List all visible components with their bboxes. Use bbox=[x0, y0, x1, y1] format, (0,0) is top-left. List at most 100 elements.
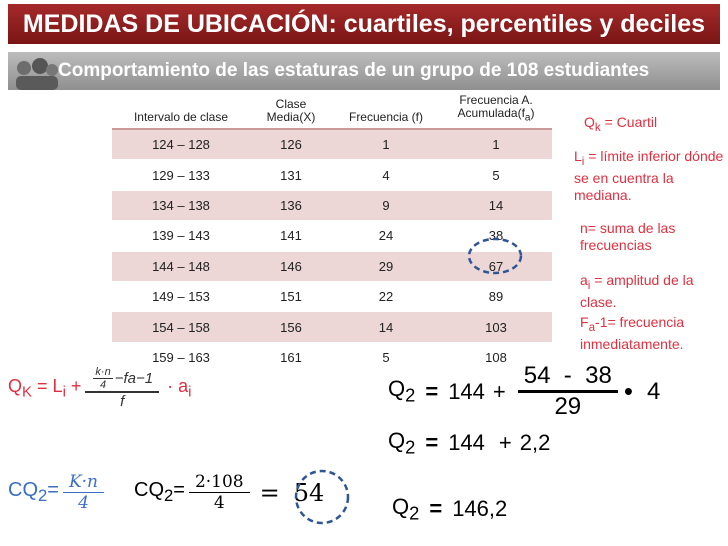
text: -1= frecuencia inmediatamente. bbox=[580, 314, 685, 352]
table-cell: 14 bbox=[332, 311, 440, 343]
numerator: 54 - 38 bbox=[517, 362, 618, 393]
frequency-table: Intervalo de clase Clase Media(X) Frecuenc… bbox=[112, 86, 552, 374]
lhs: Q2 bbox=[388, 428, 415, 458]
text: + bbox=[65, 375, 82, 396]
numerator: 2·108 bbox=[188, 472, 250, 493]
table-cell: 134 – 138 bbox=[112, 190, 250, 222]
text: Q bbox=[388, 428, 406, 453]
step-3: Q2 = 146,2 bbox=[392, 494, 507, 524]
formula-general: QK = Li + k·n 4 −fa−1 f · ai bbox=[8, 366, 191, 410]
table-cell: 1 bbox=[332, 129, 440, 161]
table-cell: 146 bbox=[250, 251, 332, 282]
table-cell: 161 bbox=[250, 342, 332, 374]
table-cell: 4 bbox=[332, 159, 440, 191]
equals: = bbox=[429, 496, 443, 522]
table-cell: 129 – 133 bbox=[112, 159, 250, 191]
text: Q bbox=[392, 494, 410, 519]
numerator: k·n 4 −fa−1 bbox=[85, 366, 160, 393]
base: 144 bbox=[448, 378, 485, 404]
result: 54 bbox=[293, 478, 325, 507]
factor: 4 bbox=[646, 377, 661, 405]
subtitle: Comportamiento de las estaturas de un gr… bbox=[8, 52, 720, 90]
table-cell: 29 bbox=[332, 251, 440, 282]
table-cell: 159 – 163 bbox=[112, 342, 250, 374]
subscript: i bbox=[62, 383, 66, 401]
table-cell: 149 – 153 bbox=[112, 281, 250, 313]
step-1: Q2 = 144 + 54 - 38 29 • 4 bbox=[388, 362, 660, 421]
text: · a bbox=[167, 375, 189, 396]
text: Clase Media(X) bbox=[266, 97, 316, 124]
text: ) bbox=[530, 105, 535, 120]
people-icon bbox=[16, 58, 58, 90]
plus: + bbox=[498, 430, 512, 456]
text: F bbox=[580, 314, 589, 330]
table-cell: 139 – 143 bbox=[112, 220, 250, 252]
column-header: Intervalo de clase bbox=[112, 86, 250, 130]
tail: · ai bbox=[167, 376, 191, 401]
note: Qk = Cuartil bbox=[584, 114, 728, 136]
fraction: 54 - 38 29 bbox=[517, 362, 618, 421]
table-cell: 14 bbox=[440, 190, 552, 222]
subscript: 2 bbox=[164, 486, 174, 505]
table-row: 134 – 138 136 9 14 bbox=[112, 190, 552, 222]
table-cell: 124 – 128 bbox=[112, 129, 250, 161]
equals: = bbox=[259, 478, 280, 507]
column-header: Frecuencia (f) bbox=[332, 86, 440, 130]
text: 4 bbox=[100, 379, 107, 391]
table-row: 124 – 128 126 1 1 bbox=[112, 129, 552, 161]
note: ai = amplitud de la clase. bbox=[580, 272, 728, 311]
numerator: K·n bbox=[62, 472, 105, 493]
denominator: 29 bbox=[554, 393, 582, 420]
text: = amplitud de la clase. bbox=[580, 272, 694, 310]
denominator: f bbox=[120, 393, 125, 410]
term: 2,2 bbox=[519, 430, 551, 456]
text: = bbox=[173, 479, 185, 501]
subscript: i bbox=[581, 154, 585, 168]
table-cell: 5 bbox=[332, 342, 440, 374]
base: 144 bbox=[448, 430, 485, 456]
lhs: Q2 bbox=[392, 494, 419, 524]
table-cell: 156 bbox=[250, 311, 332, 343]
table-cell: 5 bbox=[440, 159, 552, 191]
subscript: a bbox=[588, 320, 596, 334]
table-cell: 151 bbox=[250, 281, 332, 313]
formula-cq2: CQ2= K·n 4 bbox=[8, 472, 108, 513]
subscript: 2 bbox=[405, 436, 416, 458]
note: n= suma de las frecuencias bbox=[580, 220, 728, 254]
table-cell: 38 bbox=[440, 220, 552, 252]
equals: = bbox=[425, 378, 439, 404]
column-header: Frecuencia A. Acumulada(fa) bbox=[440, 86, 552, 130]
step-2: Q2 = 144 + 2,2 bbox=[388, 428, 550, 458]
table-cell: 9 bbox=[332, 190, 440, 222]
table-cell: 1 bbox=[440, 129, 552, 161]
subscript: a bbox=[524, 112, 531, 123]
lhs: Q2 bbox=[388, 376, 415, 406]
result: 146,2 bbox=[452, 496, 508, 522]
equals: = bbox=[425, 430, 439, 456]
text: CQ bbox=[8, 479, 38, 501]
text: Q bbox=[584, 114, 595, 130]
lhs: CQ2= bbox=[8, 479, 59, 506]
table-row: 144 – 148 146 29 67 bbox=[112, 251, 552, 282]
subscript: 2 bbox=[409, 502, 420, 524]
note: Li = límite inferior dónde se en cuentra… bbox=[574, 148, 724, 204]
subscript: i bbox=[188, 383, 192, 401]
small-fraction: k·n 4 bbox=[93, 366, 113, 391]
denominator: 4 bbox=[78, 493, 89, 513]
table-cell: 103 bbox=[440, 311, 552, 343]
table-cell: 144 – 148 bbox=[112, 251, 250, 282]
text: Frecuencia A. Acumulada(f bbox=[457, 92, 533, 120]
table-cell: 141 bbox=[250, 220, 332, 252]
subscript: 2 bbox=[405, 384, 416, 406]
table-cell: 24 bbox=[332, 220, 440, 252]
table-cell: 126 bbox=[250, 129, 332, 161]
fraction: k·n 4 −fa−1 f bbox=[85, 366, 160, 410]
fraction: K·n 4 bbox=[62, 472, 105, 513]
table-cell: 108 bbox=[440, 342, 552, 374]
subscript: k bbox=[594, 120, 601, 134]
lhs: CQ2= bbox=[134, 479, 185, 506]
table-row: 159 – 163 161 5 108 bbox=[112, 342, 552, 374]
table-row: 139 – 143 141 24 38 bbox=[112, 220, 552, 252]
text: Intervalo de clase bbox=[133, 110, 229, 124]
table-cell: 136 bbox=[250, 190, 332, 222]
